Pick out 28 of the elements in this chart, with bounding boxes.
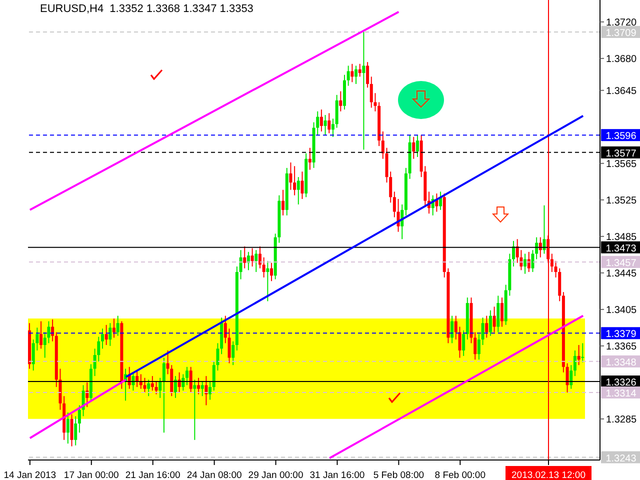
y-tick-label: 1.3680	[606, 54, 638, 65]
ref-line-label: 1.3596	[606, 131, 637, 142]
x-tick-label: 21 Jan 16:00	[125, 470, 180, 480]
y-tick-label: 1.3445	[606, 268, 638, 280]
ref-line-label: 1.3457	[606, 258, 637, 269]
x-tick-label: 29 Jan 00:00	[248, 470, 304, 480]
x-tick-label: 31 Jan 16:00	[310, 470, 365, 480]
x-tick-label: 8 Feb 00:00	[434, 470, 486, 480]
x-tick-label: 14 Jan 2013	[4, 470, 56, 480]
y-tick-label: 1.3485	[606, 232, 638, 243]
ref-line-label: 1.3473	[606, 243, 637, 254]
ref-line-label: 1.3326	[606, 378, 637, 389]
x-tick-label: 24 Jan 08:00	[186, 470, 242, 480]
y-tick-label: 1.3720	[606, 17, 638, 28]
y-tick-label: 1.3565	[606, 158, 638, 170]
x-tick-label: 5 Feb 08:00	[373, 470, 424, 480]
ref-line-label: 1.3379	[606, 329, 637, 340]
chart-title: EURUSD,H4 1.3352 1.3368 1.3347 1.3353	[40, 3, 254, 15]
y-tick-label: 1.3365	[606, 341, 638, 352]
ref-line-label: 1.3314	[606, 388, 637, 400]
y-tick-label: 1.3405	[606, 304, 638, 316]
x-tick-label: 17 Jan 00:00	[64, 470, 119, 480]
ref-line-label: 1.3577	[606, 148, 637, 160]
x-tick-label: 2013.02.13 12:00	[512, 470, 586, 480]
ref-line-label: 1.3348	[606, 357, 637, 368]
y-tick-label: 1.3285	[606, 414, 638, 426]
y-tick-label: 1.3645	[606, 86, 638, 97]
y-tick-label: 1.3525	[606, 195, 638, 206]
